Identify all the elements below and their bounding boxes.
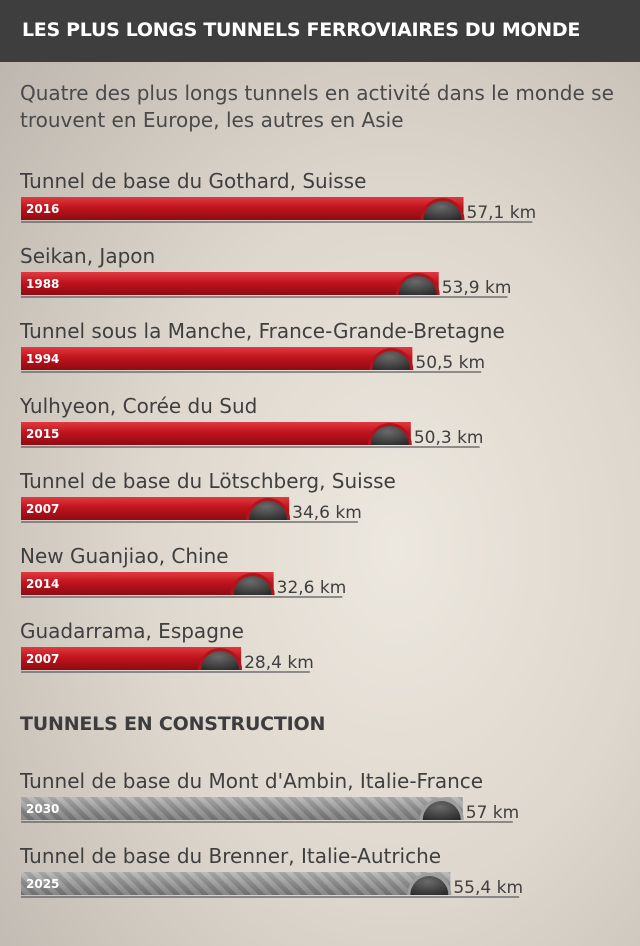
year-label: 2030 xyxy=(26,802,59,816)
tunnel-bar-row: New Guanjiao, Chine 2014 32,6 km xyxy=(20,544,346,598)
year-label: 2016 xyxy=(26,202,59,216)
drill-head xyxy=(422,801,461,820)
tunnel-bar xyxy=(21,422,411,445)
value-label: 28,4 km xyxy=(244,653,314,673)
subtitle: Quatre des plus longs tunnels en activit… xyxy=(20,81,614,132)
drill-head xyxy=(398,276,437,295)
tunnel-bar xyxy=(21,572,274,595)
tunnel-name-label: Tunnel de base du Lötschberg, Suisse xyxy=(19,469,396,493)
value-label: 50,3 km xyxy=(414,428,484,448)
drill-head xyxy=(423,201,462,220)
value-label: 57 km xyxy=(466,803,519,823)
tunnel-bar xyxy=(21,497,290,520)
tunnel-name-label: Yulhyeon, Corée du Sud xyxy=(19,394,257,418)
drill-head xyxy=(372,351,411,370)
construction-bar-row: Tunnel de base du Brenner, Italie-Autric… xyxy=(19,844,523,898)
value-label: 50,5 km xyxy=(415,353,485,373)
tunnel-bar-row: Tunnel de base du Lötschberg, Suisse 2007… xyxy=(19,469,396,523)
tunnel-bar-row: Seikan, Japon 1988 53,9 km xyxy=(20,244,511,298)
year-label: 2014 xyxy=(26,577,59,591)
tunnel-bar xyxy=(21,347,413,370)
value-label: 53,9 km xyxy=(442,278,512,298)
value-label: 32,6 km xyxy=(277,578,347,598)
year-label: 1994 xyxy=(26,352,59,366)
tunnel-bar xyxy=(21,272,439,295)
year-label: 1988 xyxy=(26,277,59,291)
construction-bar-shade xyxy=(21,872,451,895)
tunnel-bar-row: Guadarrama, Espagne 2007 28,4 km xyxy=(20,619,314,673)
drill-head xyxy=(249,501,288,520)
value-label: 57,1 km xyxy=(467,203,537,223)
drill-head xyxy=(410,876,449,895)
tunnel-name-label: Tunnel de base du Gothard, Suisse xyxy=(19,169,366,193)
tunnel-name-label: Tunnel de base du Brenner, Italie-Autric… xyxy=(19,844,441,868)
year-label: 2007 xyxy=(26,502,59,516)
drill-head xyxy=(201,651,240,670)
year-label: 2025 xyxy=(26,877,59,891)
tunnel-bar xyxy=(21,647,242,670)
drill-head xyxy=(233,576,272,595)
construction-bar-row: Tunnel de base du Mont d'Ambin, Italie-F… xyxy=(19,769,519,823)
page-title: LES PLUS LONGS TUNNELS FERROVIAIRES DU M… xyxy=(22,19,581,41)
value-label: 34,6 km xyxy=(292,503,362,523)
tunnel-name-label: Guadarrama, Espagne xyxy=(20,619,244,643)
tunnel-bar-row: Tunnel sous la Manche, France-Grande-Bre… xyxy=(19,319,505,373)
header-bar: LES PLUS LONGS TUNNELS FERROVIAIRES DU M… xyxy=(0,0,640,62)
tunnel-name-label: Tunnel de base du Mont d'Ambin, Italie-F… xyxy=(19,769,483,793)
value-label: 55,4 km xyxy=(453,878,523,898)
tunnel-name-label: Seikan, Japon xyxy=(20,244,155,268)
tunnel-bar-row: Yulhyeon, Corée du Sud 2015 50,3 km xyxy=(19,394,483,448)
year-label: 2007 xyxy=(26,652,59,666)
tunnel-bar xyxy=(21,197,464,220)
construction-section-title: TUNNELS EN CONSTRUCTION xyxy=(20,713,326,735)
year-label: 2015 xyxy=(26,427,59,441)
construction-bar-shade xyxy=(21,797,463,820)
tunnel-name-label: New Guanjiao, Chine xyxy=(20,544,229,568)
drill-head xyxy=(370,426,409,445)
tunnel-bar-row: Tunnel de base du Gothard, Suisse 2016 57,… xyxy=(19,169,536,223)
tunnel-name-label: Tunnel sous la Manche, France-Grande-Bre… xyxy=(19,319,505,343)
